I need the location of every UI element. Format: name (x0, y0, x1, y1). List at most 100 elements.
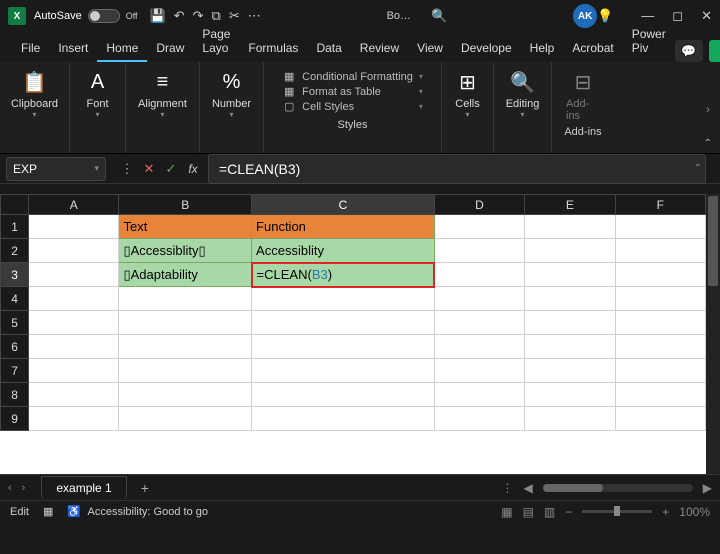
cell-A9[interactable] (29, 407, 119, 431)
row-header-7[interactable]: 7 (1, 359, 29, 383)
row-header-5[interactable]: 5 (1, 311, 29, 335)
tab-help[interactable]: Help (521, 36, 564, 62)
number-button[interactable]: % Number ▾ (206, 66, 257, 121)
cell-F4[interactable] (615, 287, 705, 311)
cell-A8[interactable] (29, 383, 119, 407)
page-break-icon[interactable]: ▥ (544, 505, 555, 519)
cell-B4[interactable] (119, 287, 252, 311)
cell-F3[interactable] (615, 263, 705, 287)
sheet-menu-icon[interactable]: ⋮ (502, 481, 514, 495)
cell-F8[interactable] (615, 383, 705, 407)
row-header-6[interactable]: 6 (1, 335, 29, 359)
cell-E6[interactable] (525, 335, 615, 359)
cell-C9[interactable] (252, 407, 435, 431)
scrollbar-thumb[interactable] (708, 196, 718, 286)
cell-E5[interactable] (525, 311, 615, 335)
collapse-ribbon-icon[interactable]: ⌃ (704, 138, 712, 149)
cell-D2[interactable] (434, 239, 524, 263)
cell-A4[interactable] (29, 287, 119, 311)
toggle-track[interactable] (88, 9, 120, 23)
workbook-stats-icon[interactable]: ▦ (43, 505, 53, 518)
vertical-scrollbar[interactable] (706, 194, 720, 474)
ribbon-overflow-icon[interactable]: › (706, 102, 710, 116)
select-all-corner[interactable] (1, 195, 29, 215)
cell-A1[interactable] (29, 215, 119, 239)
cell-C1[interactable]: Function (252, 215, 435, 239)
column-header-E[interactable]: E (525, 195, 615, 215)
cell-F7[interactable] (615, 359, 705, 383)
row-header-1[interactable]: 1 (1, 215, 29, 239)
cell-D6[interactable] (434, 335, 524, 359)
cell-C6[interactable] (252, 335, 435, 359)
cell-E1[interactable] (525, 215, 615, 239)
tab-review[interactable]: Review (351, 36, 408, 62)
cell-C3[interactable]: =CLEAN(B3) (252, 263, 435, 287)
zoom-knob[interactable] (614, 506, 620, 516)
chevron-down-icon[interactable]: ▾ (94, 163, 99, 174)
cell-F6[interactable] (615, 335, 705, 359)
cell-D1[interactable] (434, 215, 524, 239)
tab-file[interactable]: File (12, 36, 49, 62)
zoom-in-icon[interactable]: + (662, 505, 669, 519)
formula-input[interactable]: =CLEAN(B3) (208, 154, 706, 184)
tab-formulas[interactable]: Formulas (239, 36, 307, 62)
cell-A2[interactable] (29, 239, 119, 263)
cell-C8[interactable] (252, 383, 435, 407)
cell-B6[interactable] (119, 335, 252, 359)
cell-E2[interactable] (525, 239, 615, 263)
cell-D4[interactable] (434, 287, 524, 311)
undo-icon[interactable]: ↶ (174, 8, 185, 24)
cell-C5[interactable] (252, 311, 435, 335)
tab-data[interactable]: Data (307, 36, 350, 62)
tab-home[interactable]: Home (97, 36, 147, 62)
accessibility-status[interactable]: ♿ Accessibility: Good to go (67, 505, 208, 518)
cell-E4[interactable] (525, 287, 615, 311)
cell-F1[interactable] (615, 215, 705, 239)
tab-page-layo[interactable]: Page Layo (193, 22, 239, 62)
column-header-C[interactable]: C (252, 195, 435, 215)
row-header-8[interactable]: 8 (1, 383, 29, 407)
expand-formula-icon[interactable]: ⌃ (694, 163, 702, 174)
cell-B7[interactable] (119, 359, 252, 383)
cell-A3[interactable] (29, 263, 119, 287)
cell-C7[interactable] (252, 359, 435, 383)
page-layout-icon[interactable]: ▤ (523, 505, 534, 519)
close-button[interactable]: ✕ (701, 8, 712, 24)
horizontal-scrollbar[interactable] (543, 484, 693, 492)
search-icon[interactable]: 🔍 (431, 8, 447, 24)
sheet-next-icon[interactable]: › (22, 482, 26, 494)
addins-button[interactable]: ⊟ Add-ins (560, 66, 606, 124)
cell-B1[interactable]: Text (119, 215, 252, 239)
cell-F9[interactable] (615, 407, 705, 431)
normal-view-icon[interactable]: ▦ (501, 505, 512, 519)
column-header-D[interactable]: D (434, 195, 524, 215)
cell-E3[interactable] (525, 263, 615, 287)
cell-E7[interactable] (525, 359, 615, 383)
cell-E8[interactable] (525, 383, 615, 407)
add-sheet-icon[interactable]: + (141, 480, 149, 496)
row-header-3[interactable]: 3 (1, 263, 29, 287)
more-icon[interactable]: ⋯ (248, 8, 261, 24)
cell-D7[interactable] (434, 359, 524, 383)
clipboard-button[interactable]: 📋 Clipboard ▾ (5, 66, 64, 121)
cell-F2[interactable] (615, 239, 705, 263)
zoom-out-icon[interactable]: − (565, 505, 572, 519)
tab-power-piv[interactable]: Power Piv (623, 22, 675, 62)
cell-E9[interactable] (525, 407, 615, 431)
zoom-level[interactable]: 100% (679, 505, 710, 519)
cell-D3[interactable] (434, 263, 524, 287)
cell-C4[interactable] (252, 287, 435, 311)
share-button[interactable]: ↗ (709, 40, 720, 62)
cell-B5[interactable] (119, 311, 252, 335)
conditional-formatting-button[interactable]: ▦ Conditional Formatting ▾ (282, 70, 423, 83)
cell-B8[interactable] (119, 383, 252, 407)
user-avatar[interactable]: AK (573, 4, 597, 28)
column-header-F[interactable]: F (615, 195, 705, 215)
scrollbar-thumb[interactable] (543, 484, 603, 492)
sheet-prev-icon[interactable]: ‹ (8, 482, 12, 494)
hscroll-right-icon[interactable]: ▶ (703, 481, 712, 495)
save-icon[interactable]: 💾 (150, 8, 166, 24)
tab-insert[interactable]: Insert (49, 36, 97, 62)
cell-A7[interactable] (29, 359, 119, 383)
cell-styles-button[interactable]: ▢ Cell Styles ▾ (282, 100, 423, 113)
